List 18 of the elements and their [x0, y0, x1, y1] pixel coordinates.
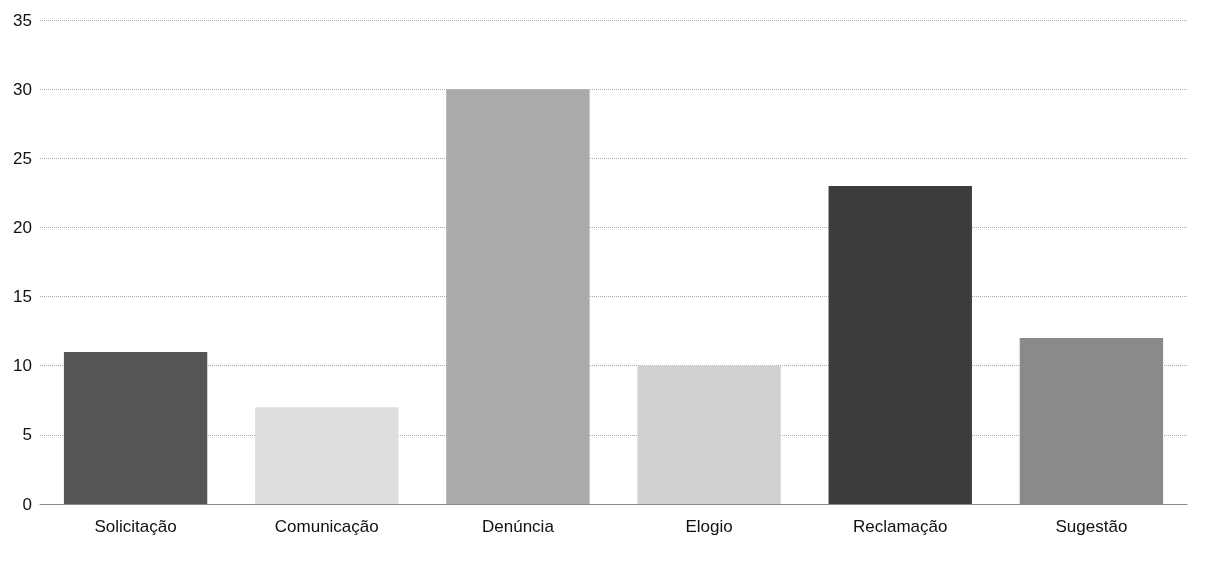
y-tick-label: 10 [13, 356, 32, 376]
y-tick-label: 30 [13, 79, 32, 99]
y-tick-label: 35 [13, 10, 32, 30]
x-tick-label: Elogio [685, 517, 733, 536]
y-tick-label: 0 [22, 494, 32, 514]
y-tick-label: 15 [13, 287, 32, 307]
bar [255, 407, 399, 504]
x-tick-label: Solicitação [94, 517, 177, 536]
bar [63, 351, 208, 504]
bar [637, 365, 781, 504]
bar [828, 185, 972, 504]
x-tick-label: Reclamação [853, 517, 948, 536]
y-tick-label: 20 [13, 217, 32, 237]
x-tick-label: Sugestão [1055, 517, 1128, 536]
x-tick-label: Denúncia [482, 517, 555, 536]
x-tick-label: Comunicação [274, 517, 379, 536]
y-tick-label: 5 [22, 425, 32, 445]
y-tick-label: 25 [13, 148, 32, 168]
